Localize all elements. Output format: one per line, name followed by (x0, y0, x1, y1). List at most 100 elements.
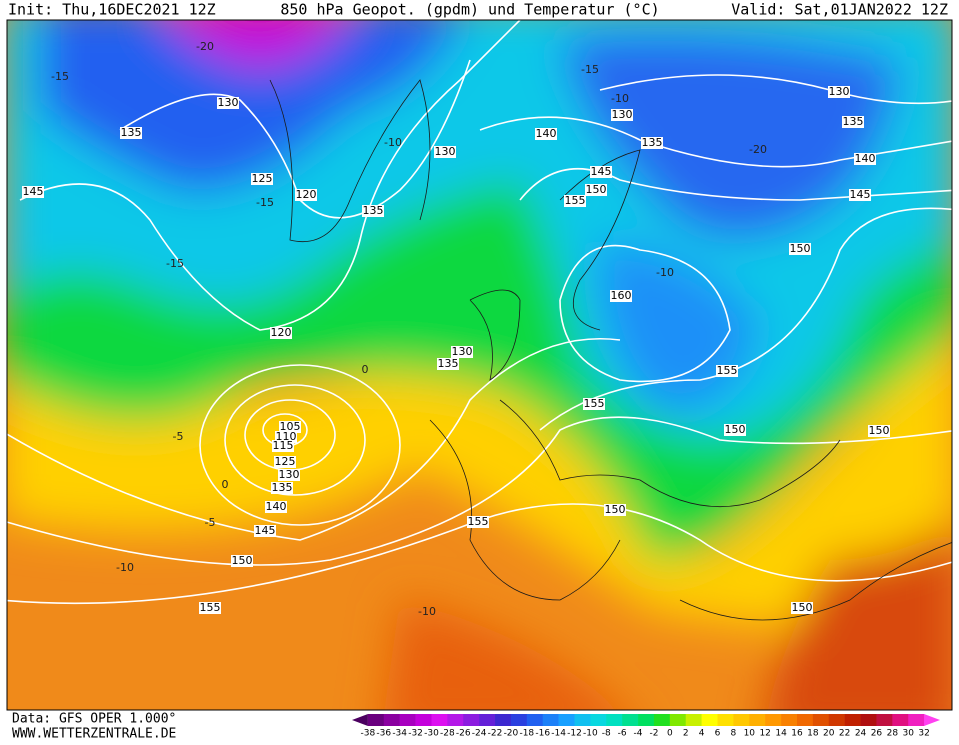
label-box (451, 346, 473, 358)
geopotential-label: 120 (296, 188, 317, 201)
label-box (22, 186, 44, 198)
label-box (265, 501, 287, 513)
colorbar-label: -4 (634, 729, 643, 739)
label-box (217, 97, 239, 109)
colorbar-cell (558, 714, 575, 726)
label-box (295, 189, 317, 201)
geopotential-label: 150 (725, 423, 746, 436)
colorbar-cell (669, 714, 687, 726)
label-box (590, 166, 612, 178)
label-box (279, 421, 301, 433)
colorbar-cell (479, 714, 496, 726)
colorbar-label: 18 (807, 729, 819, 739)
geopotential-label: 145 (591, 165, 612, 178)
geopotential-label: 145 (23, 185, 44, 198)
colorbar-label: -12 (567, 729, 582, 739)
colorbar-cell (717, 714, 734, 726)
label-box (254, 525, 276, 537)
colorbar-label: -32 (408, 729, 423, 739)
colorbar-cell (447, 714, 464, 726)
coastlines (269, 79, 952, 621)
label-box (611, 109, 633, 121)
geopotential-label: 130 (612, 108, 633, 121)
geopotential-label: 145 (255, 524, 276, 537)
website: WWW.WETTERZENTRALE.DE (12, 727, 176, 742)
colorbar-cell (908, 714, 925, 726)
colorbar-cell (542, 714, 559, 726)
colorbar-label: -30 (424, 729, 439, 739)
colorbar-label: 12 (759, 729, 770, 739)
colorbar-cell (574, 714, 591, 726)
colorbar-cell (638, 714, 655, 726)
colorbar-label: 30 (902, 729, 914, 739)
temperature-label: -15 (51, 70, 69, 83)
geopotential-label: 135 (272, 481, 293, 494)
geopotential-label: 155 (565, 194, 586, 207)
geopotential-label: 135 (642, 136, 663, 149)
temperature-label: 0 (222, 478, 229, 491)
colorbar-cell (431, 714, 448, 726)
label-box (271, 482, 293, 494)
colorbar-label: 10 (744, 729, 756, 739)
colorbar-label: -28 (440, 729, 455, 739)
geopotential-label: 150 (869, 424, 890, 437)
geopotential-label: 150 (792, 601, 813, 614)
colorbar-cell (781, 714, 798, 726)
colorbar-cell (701, 714, 718, 726)
data-source: Data: GFS OPER 1.000° (12, 712, 176, 727)
colorbar-label: -38 (361, 729, 376, 739)
colorbar-cell (606, 714, 623, 726)
temperature-label: -20 (749, 143, 767, 156)
colorbar-cell (749, 714, 766, 726)
colorbar-cell (828, 714, 845, 726)
geopotential-label: 150 (605, 503, 626, 516)
colorbar-label: 8 (731, 729, 737, 739)
colorbar-label: -26 (456, 729, 471, 739)
geopotential-label: 130 (279, 468, 300, 481)
geopotential-label: 155 (468, 515, 489, 528)
colorbar-cell (765, 714, 782, 726)
geopotential-label: 130 (829, 85, 850, 98)
temperature-label: -10 (418, 605, 436, 618)
temperature-label: -5 (205, 516, 216, 529)
temperature-label: -20 (196, 40, 214, 53)
temperature-label: -5 (173, 430, 184, 443)
colorbar-label: -34 (392, 729, 407, 739)
colorbar-cell (463, 714, 480, 726)
label-box (791, 602, 813, 614)
geopotential-label: 150 (232, 554, 253, 567)
label-box (535, 128, 557, 140)
colorbar-cell (622, 714, 639, 726)
label-box (849, 189, 871, 201)
colorbar-label: -18 (519, 729, 534, 739)
colorbar-label: 20 (823, 729, 835, 739)
label-box (278, 469, 300, 481)
label-box (583, 398, 605, 410)
geopotential-label: 140 (855, 152, 876, 165)
temperature-label: -10 (611, 92, 629, 105)
map-title: 850 hPa Geopot. (gpdm) und Temperatur (°… (280, 1, 659, 19)
geopotential-label: 140 (536, 127, 557, 140)
label-box (564, 195, 586, 207)
colorbar-label: 32 (918, 729, 929, 739)
label-box (854, 153, 876, 165)
colorbar-label: -6 (618, 729, 627, 739)
colorbar-label: 28 (887, 729, 899, 739)
colorbar-cell (812, 714, 830, 726)
colorbar-label: -10 (583, 729, 598, 739)
contour-labels: 1301351451251201351301401301351451501551… (22, 40, 890, 618)
colorbar-arrow (352, 714, 368, 726)
colorbar-label: 6 (715, 729, 721, 739)
colorbar-label: -24 (472, 729, 487, 739)
colorbar-cell (844, 714, 861, 726)
geopotential-label: 135 (843, 115, 864, 128)
colorbar-label: -20 (504, 729, 519, 739)
geopotential-label: 115 (273, 439, 294, 452)
label-box (724, 424, 746, 436)
colorbar-label: 16 (791, 729, 803, 739)
colorbar-cell (892, 714, 909, 726)
geopotential-label: 135 (121, 126, 142, 139)
colorbar-cell (526, 714, 544, 726)
